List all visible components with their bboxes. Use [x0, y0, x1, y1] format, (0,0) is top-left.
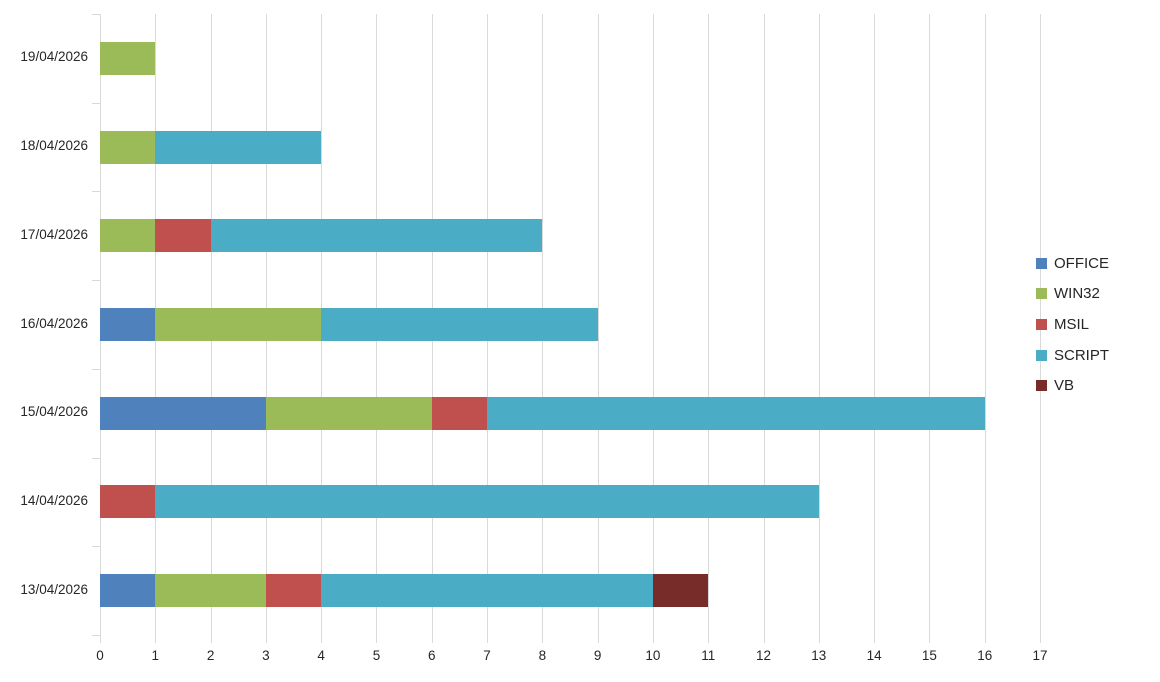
x-axis-label: 3 [262, 648, 270, 663]
bar-segment-win32 [100, 41, 156, 75]
x-axis-label: 6 [427, 648, 436, 663]
legend-item-win32: WIN32 [1036, 279, 1109, 310]
category-tick [92, 102, 100, 104]
bar-segment-office [100, 396, 266, 430]
bar-segment-script [487, 396, 985, 430]
gridline [708, 14, 710, 643]
y-axis-label: 16/04/2026 [20, 315, 88, 331]
bar-segment-script [155, 485, 819, 519]
bar-segment-win32 [100, 219, 156, 253]
bar-segment-script [321, 308, 598, 341]
bar-segment-script [210, 219, 543, 253]
legend-label: VB [1054, 377, 1075, 395]
category-tick [92, 368, 100, 370]
bar-segment-msil [100, 485, 156, 519]
legend-label: SCRIPT [1054, 346, 1110, 364]
category-tick [92, 280, 100, 282]
legend-swatch-icon [1036, 288, 1047, 300]
category-tick [92, 635, 100, 636]
y-axis-label: 15/04/2026 [20, 404, 88, 420]
category-tick [92, 14, 100, 15]
x-axis-label: 8 [538, 648, 547, 663]
legend-item-vb: VB [1036, 370, 1109, 401]
x-axis-label: 16 [977, 648, 993, 663]
y-axis-label: 17/04/2026 [20, 226, 88, 242]
legend-swatch-icon [1036, 380, 1047, 392]
legend-swatch-icon [1036, 318, 1047, 330]
bar-segment-msil [431, 396, 488, 430]
bar-segment-vb [652, 574, 709, 608]
category-tick [92, 457, 100, 459]
y-axis-label: 18/04/2026 [20, 138, 88, 154]
y-axis-label: 19/04/2026 [20, 49, 88, 65]
x-axis-label: 13 [811, 648, 827, 663]
legend-swatch-icon [1036, 349, 1047, 361]
gridline [984, 14, 986, 643]
bar-segment-msil [155, 219, 211, 253]
x-axis-label: 17 [1032, 648, 1048, 663]
y-axis-label: 13/04/2026 [20, 581, 88, 597]
x-axis-label: 4 [317, 648, 325, 663]
legend-label: WIN32 [1054, 285, 1100, 303]
bar-segment-script [155, 130, 322, 164]
gridline [652, 14, 654, 643]
legend-label: OFFICE [1054, 254, 1109, 272]
bar-segment-msil [265, 574, 322, 608]
gridline [874, 14, 876, 643]
x-axis-label: 5 [372, 648, 381, 663]
x-axis-label: 14 [866, 648, 882, 663]
x-axis-label: 10 [645, 648, 661, 663]
gridline [597, 14, 599, 643]
legend-label: MSIL [1054, 315, 1090, 333]
x-axis-label: 1 [151, 648, 160, 663]
x-axis-label: 0 [96, 648, 104, 663]
bar-segment-win32 [155, 574, 266, 608]
x-axis-label: 9 [593, 648, 602, 663]
legend-item-office: OFFICE [1036, 248, 1109, 279]
x-axis-label: 12 [756, 648, 772, 663]
category-tick [92, 191, 100, 193]
bar-segment-win32 [100, 130, 156, 164]
bar-segment-office [100, 308, 156, 341]
gridline [763, 14, 765, 643]
category-tick [92, 546, 100, 548]
legend-swatch-icon [1036, 257, 1047, 269]
legend: OFFICE WIN32 MSIL SCRIPT VB [1036, 248, 1109, 401]
y-axis-label: 14/04/2026 [20, 492, 88, 508]
legend-item-msil: MSIL [1036, 309, 1109, 340]
bar-segment-win32 [155, 308, 322, 341]
bar-segment-win32 [265, 396, 432, 430]
x-axis-label: 11 [701, 648, 716, 663]
bar-segment-office [100, 574, 156, 608]
gridline [818, 14, 820, 643]
x-axis-label: 2 [206, 648, 215, 663]
gridline [929, 14, 931, 643]
x-axis-label: 7 [483, 648, 491, 663]
x-axis-label: 15 [921, 648, 937, 663]
legend-item-script: SCRIPT [1036, 340, 1109, 371]
bar-segment-script [321, 574, 653, 608]
